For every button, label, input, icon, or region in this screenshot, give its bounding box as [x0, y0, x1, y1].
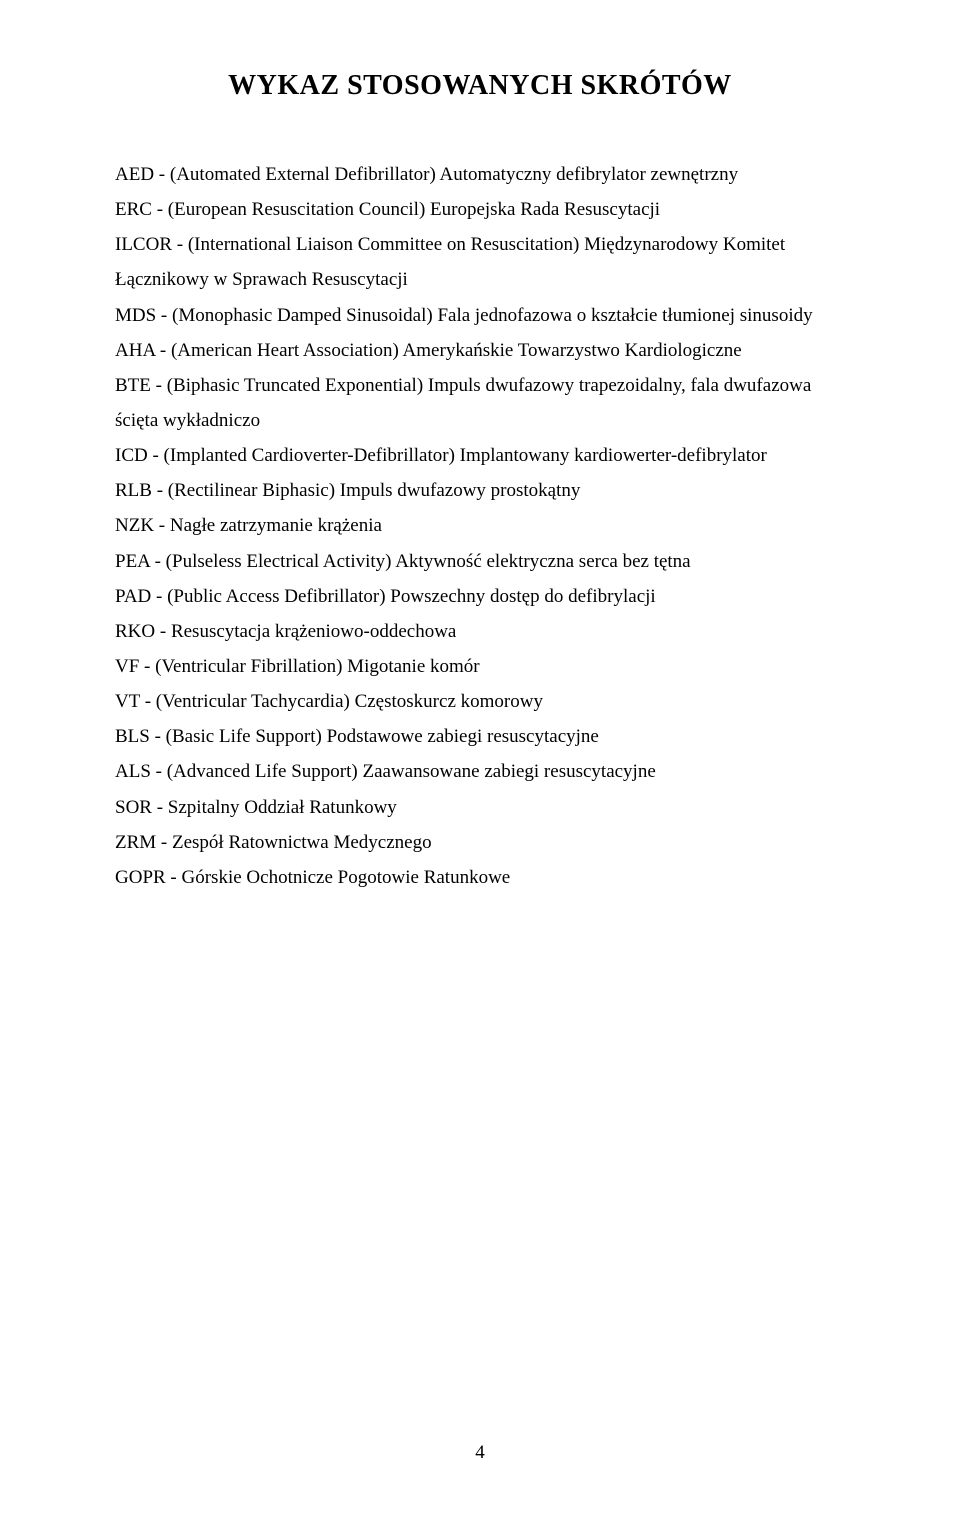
- abbreviation-entry: ILCOR - (International Liaison Committee…: [115, 227, 845, 297]
- abbreviation-entry: VF - (Ventricular Fibrillation) Migotani…: [115, 649, 845, 684]
- abbreviation-entry: AED - (Automated External Defibrillator)…: [115, 157, 845, 192]
- abbreviation-entry: AHA - (American Heart Association) Amery…: [115, 333, 845, 368]
- abbreviation-entry: MDS - (Monophasic Damped Sinusoidal) Fal…: [115, 298, 845, 333]
- abbreviation-entry: ZRM - Zespół Ratownictwa Medycznego: [115, 825, 845, 860]
- abbreviation-entry: VT - (Ventricular Tachycardia) Częstosku…: [115, 684, 845, 719]
- abbreviation-entry: BTE - (Biphasic Truncated Exponential) I…: [115, 368, 845, 438]
- page-number: 4: [0, 1442, 960, 1464]
- abbreviation-entry: NZK - Nagłe zatrzymanie krążenia: [115, 508, 845, 543]
- abbreviation-entry: RKO - Resuscytacja krążeniowo-oddechowa: [115, 614, 845, 649]
- abbreviation-entry: SOR - Szpitalny Oddział Ratunkowy: [115, 790, 845, 825]
- document-page: WYKAZ STOSOWANYCH SKRÓTÓW AED - (Automat…: [0, 0, 960, 1519]
- abbreviation-entry: PAD - (Public Access Defibrillator) Pows…: [115, 579, 845, 614]
- abbreviation-entry: ERC - (European Resuscitation Council) E…: [115, 192, 845, 227]
- abbreviation-entry: PEA - (Pulseless Electrical Activity) Ak…: [115, 544, 845, 579]
- abbreviation-entry: ICD - (Implanted Cardioverter-Defibrilla…: [115, 438, 845, 473]
- abbreviation-list: AED - (Automated External Defibrillator)…: [115, 157, 845, 895]
- abbreviation-entry: RLB - (Rectilinear Biphasic) Impuls dwuf…: [115, 473, 845, 508]
- abbreviation-entry: ALS - (Advanced Life Support) Zaawansowa…: [115, 754, 845, 789]
- page-title: WYKAZ STOSOWANYCH SKRÓTÓW: [115, 70, 845, 102]
- abbreviation-entry: BLS - (Basic Life Support) Podstawowe za…: [115, 719, 845, 754]
- abbreviation-entry: GOPR - Górskie Ochotnicze Pogotowie Ratu…: [115, 860, 845, 895]
